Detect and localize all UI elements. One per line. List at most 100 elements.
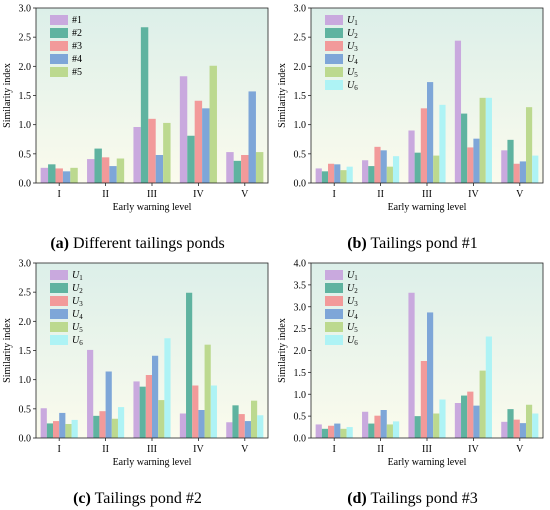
bar-a-s2-I bbox=[48, 164, 56, 183]
bar-a-s5-V bbox=[255, 152, 264, 183]
bar-c-s3-V bbox=[238, 414, 245, 438]
legend-swatch-a-3 bbox=[50, 41, 68, 51]
ylabel-d: Similarity index bbox=[277, 318, 288, 383]
bar-c-s5-I bbox=[65, 424, 72, 438]
panel-a: 0.0 0.5 1.0 1.5 2.0 2.5 3.0 I II III IV V Early warn… bbox=[0, 0, 275, 255]
legend-swatch-a-2 bbox=[50, 28, 68, 38]
bar-c-s6-III bbox=[164, 338, 171, 438]
panel-c: 0.0 0.5 1.0 1.5 2.0 2.5 3.0 I II III IV V Early warn… bbox=[0, 255, 275, 510]
xtick-label-b-I: I bbox=[333, 189, 336, 200]
bar-b-s2-V bbox=[507, 139, 514, 183]
panel-b: 0.0 0.5 1.0 1.5 2.0 2.5 3.0 I II III IV V Early warn… bbox=[275, 0, 550, 255]
legend-swatch-c-4 bbox=[50, 309, 68, 319]
bar-d-s6-I bbox=[346, 427, 353, 438]
bar-b-s2-II bbox=[368, 166, 375, 183]
bar-c-s2-III bbox=[139, 386, 146, 438]
bar-b-s1-IV bbox=[454, 40, 462, 183]
caption-a-letter: (a) bbox=[50, 235, 69, 252]
bar-c-s5-III bbox=[158, 400, 165, 438]
xtick-label-d-III: III bbox=[422, 444, 432, 455]
ytick-label-b-6: 3.0 bbox=[294, 4, 307, 15]
legend-swatch-a-1 bbox=[50, 15, 68, 25]
legend-swatch-d-1 bbox=[325, 270, 343, 280]
bar-a-s3-IV bbox=[194, 100, 203, 183]
bar-d-s4-I bbox=[334, 423, 341, 438]
xtick-label-a-IV: IV bbox=[193, 189, 204, 200]
bar-a-s4-I bbox=[62, 171, 71, 183]
ytick-label-a-0: 0.0 bbox=[19, 179, 32, 190]
bar-a-s1-IV bbox=[179, 76, 188, 183]
caption-d-letter: (d) bbox=[347, 490, 367, 507]
legend-swatch-d-5 bbox=[325, 322, 343, 332]
bar-c-s6-V bbox=[257, 415, 264, 438]
bar-b-s1-II bbox=[362, 160, 369, 183]
xtick-label-a-II: II bbox=[102, 189, 109, 200]
legend-swatch-d-3 bbox=[325, 296, 343, 306]
bar-a-s1-V bbox=[226, 152, 234, 183]
bar-b-s4-II bbox=[380, 150, 387, 183]
bar-a-s4-V bbox=[248, 91, 256, 183]
bar-d-s3-I bbox=[328, 425, 335, 438]
legend-label-b-2: U2 bbox=[347, 28, 358, 40]
bar-b-s6-IV bbox=[485, 97, 492, 183]
bar-d-s3-III bbox=[420, 361, 427, 438]
bar-d-s2-III bbox=[414, 416, 421, 438]
bar-c-s6-II bbox=[117, 407, 125, 438]
bar-c-s5-V bbox=[250, 400, 258, 438]
bar-d-s2-I bbox=[321, 428, 329, 438]
bar-c-s1-IV bbox=[179, 413, 187, 438]
bar-c-s5-IV bbox=[204, 344, 211, 438]
ytick-label-c-5: 2.5 bbox=[19, 288, 32, 299]
bar-d-s6-IV bbox=[485, 336, 492, 438]
bar-b-s4-IV bbox=[473, 138, 480, 183]
legend-label-d-1: U1 bbox=[347, 270, 358, 282]
bar-a-s5-III bbox=[163, 122, 171, 183]
bar-b-s2-I bbox=[321, 171, 329, 183]
bar-a-s3-II bbox=[101, 157, 110, 183]
bar-d-s5-IV bbox=[479, 370, 486, 438]
ylabel-c: Similarity index bbox=[2, 318, 13, 383]
bar-c-s2-IV bbox=[186, 292, 193, 438]
legend-label-c-1: U1 bbox=[72, 270, 83, 282]
bar-b-s4-I bbox=[334, 164, 341, 183]
xtick-label-c-V: V bbox=[241, 444, 249, 455]
ytick-label-b-1: 0.5 bbox=[294, 149, 307, 160]
bar-c-s4-IV bbox=[198, 410, 205, 438]
xlabel-a: Early warning level bbox=[113, 202, 192, 213]
bar-d-s5-I bbox=[340, 428, 347, 438]
legend-swatch-b-6 bbox=[325, 80, 343, 90]
legend-label-c-2: U2 bbox=[72, 283, 83, 295]
bar-a-s5-IV bbox=[209, 65, 217, 183]
bar-a-s3-I bbox=[55, 168, 63, 183]
legend-swatch-b-4 bbox=[325, 54, 343, 64]
xtick-label-b-II: II bbox=[377, 189, 384, 200]
legend-label-d-3: U3 bbox=[347, 296, 358, 308]
bar-b-s6-I bbox=[346, 166, 353, 183]
legend-swatch-c-5 bbox=[50, 322, 68, 332]
bar-c-s2-I bbox=[46, 423, 54, 438]
caption-b-text: Tailings pond #1 bbox=[370, 235, 478, 252]
ytick-label-b-0: 0.0 bbox=[294, 179, 307, 190]
legend-swatch-c-3 bbox=[50, 296, 68, 306]
ytick-label-d-4: 2.0 bbox=[294, 346, 307, 357]
bar-a-s2-III bbox=[140, 27, 149, 183]
bar-b-s6-V bbox=[532, 155, 539, 183]
bar-b-s3-V bbox=[513, 163, 520, 183]
ytick-label-b-3: 1.5 bbox=[294, 91, 307, 102]
caption-c-text: Tailings pond #2 bbox=[94, 490, 202, 507]
bar-d-s4-V bbox=[519, 423, 526, 438]
ylabel-a: Similarity index bbox=[2, 63, 13, 128]
legend-swatch-b-1 bbox=[325, 15, 343, 25]
ytick-label-c-3: 1.5 bbox=[19, 346, 32, 357]
bar-a-s2-V bbox=[233, 160, 242, 183]
bar-b-s2-IV bbox=[461, 113, 468, 183]
bar-c-s5-II bbox=[111, 418, 118, 438]
bar-a-s1-II bbox=[87, 159, 95, 183]
bar-c-s4-I bbox=[59, 412, 66, 438]
caption-b-letter: (b) bbox=[347, 235, 367, 252]
bar-a-s4-II bbox=[109, 166, 117, 183]
legend-label-b-1: U1 bbox=[347, 15, 358, 27]
bar-c-s3-I bbox=[53, 421, 60, 438]
